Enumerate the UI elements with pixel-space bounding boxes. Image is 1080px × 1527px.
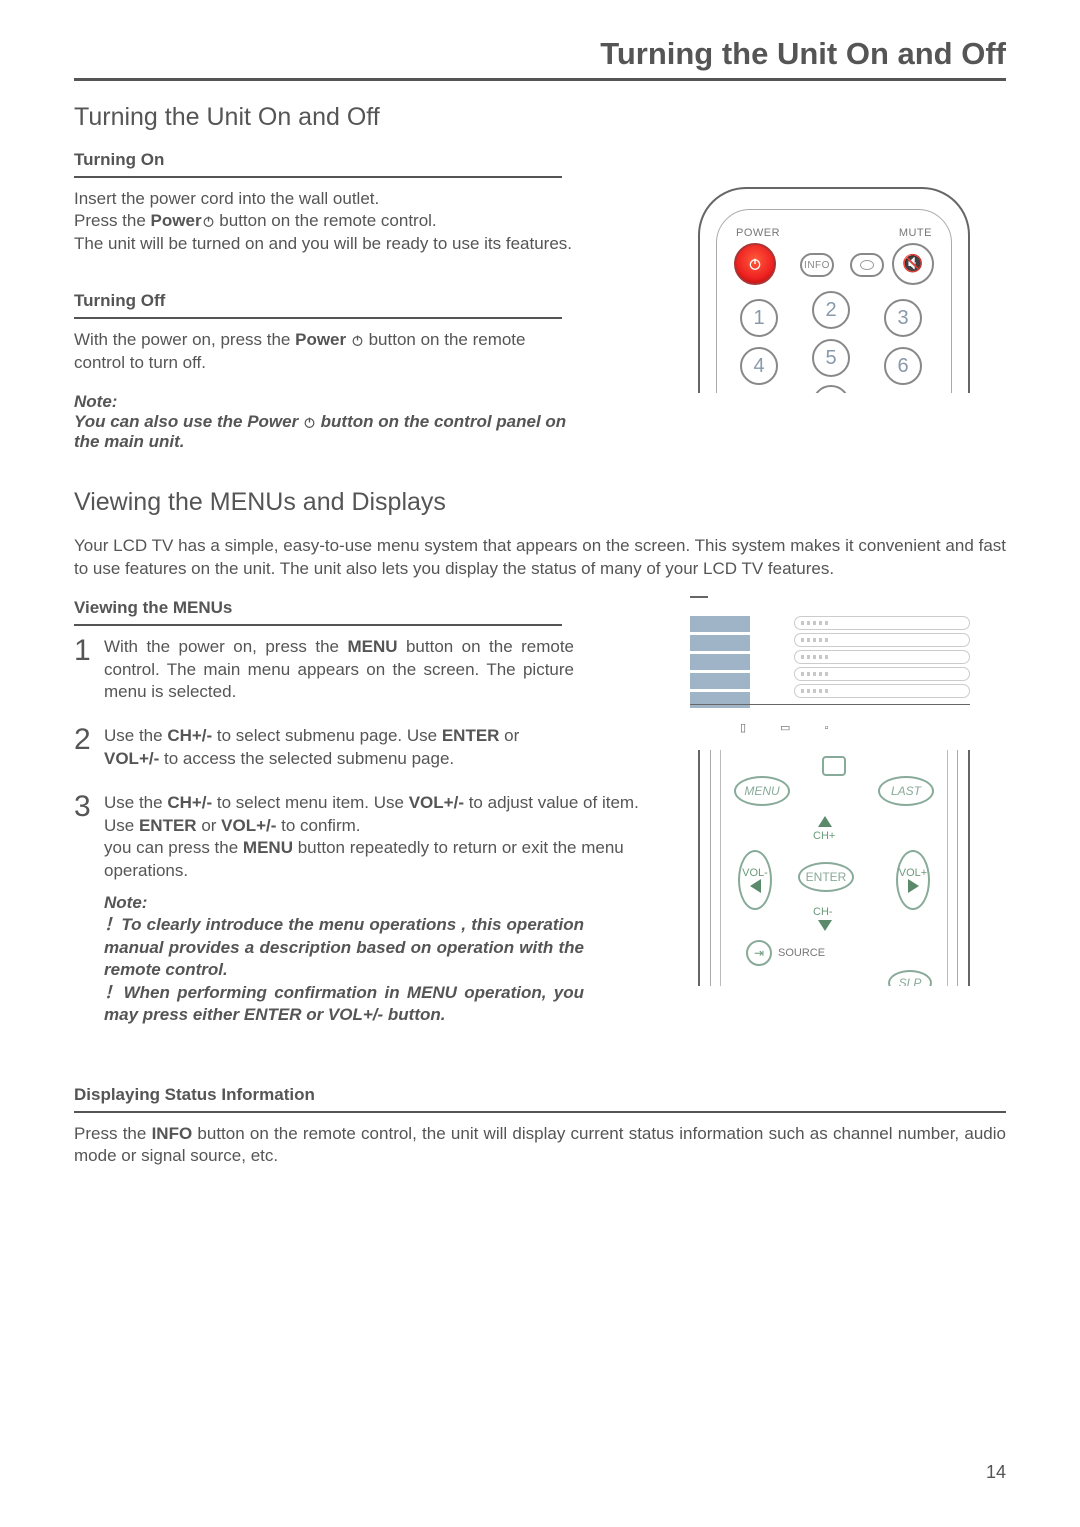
note-label: Note:: [74, 392, 574, 412]
turning-on-l3: The unit will be turned on and you will …: [74, 233, 574, 255]
turning-on-sub: Turning On: [74, 150, 574, 170]
rule: [74, 1111, 1006, 1113]
turning-on-l1: Insert the power cord into the wall outl…: [74, 188, 574, 210]
num-3: 3: [884, 299, 922, 337]
menu-nav-icons: ▯▭▫: [740, 721, 862, 734]
mute-icon: 🔇: [902, 254, 923, 274]
turning-off-block: Turning Off With the power on, press the…: [74, 291, 574, 374]
chplus-label: CH+: [813, 830, 835, 842]
down-icon: [818, 920, 832, 931]
power-icon: [303, 416, 316, 429]
step-2: 2 Use the CH+/- to select submenu page. …: [74, 725, 634, 770]
step-1: 1 With the power on, press the MENU butt…: [74, 636, 634, 703]
turning-note: Note: You can also use the Power button …: [74, 392, 574, 452]
power-icon: [202, 215, 215, 228]
volplus-button: VOL+: [896, 850, 930, 910]
page-number: 14: [986, 1462, 1006, 1483]
num-2: 2: [812, 291, 850, 329]
left-icon: [750, 879, 761, 893]
num-5: 5: [812, 339, 850, 377]
remote-nav-illustration: MENU LAST CH+ VOL- ENTER VOL+ CH- ⇥ SOUR…: [698, 750, 970, 990]
turning-on-block: Turning On Insert the power cord into th…: [74, 150, 574, 255]
chminus-label: CH-: [813, 906, 833, 918]
rule: [74, 176, 562, 178]
rule: [74, 624, 562, 626]
menu-button: MENU: [734, 776, 790, 806]
section-heading-menus: Viewing the MENUs and Displays: [74, 488, 1006, 517]
up-icon: [818, 816, 832, 827]
step-number: 1: [74, 636, 94, 703]
step-number: 2: [74, 725, 94, 770]
source-label: SOURCE: [778, 947, 825, 959]
enter-button: ENTER: [798, 862, 854, 892]
source-icon: ⇥: [754, 946, 764, 960]
display-status-sub: Displaying Status Information: [74, 1085, 1006, 1105]
turning-off-sub: Turning Off: [74, 291, 574, 311]
blank-button: [850, 253, 884, 277]
note-body: You can also use the Power button on the…: [74, 412, 574, 452]
info-button: INFO: [800, 253, 834, 277]
note-label: Note:: [104, 892, 654, 914]
menus-intro: Your LCD TV has a simple, easy-to-use me…: [74, 535, 1006, 580]
num-6: 6: [884, 347, 922, 385]
section-heading-turning: Turning the Unit On and Off: [74, 103, 1006, 132]
volminus-button: VOL-: [738, 850, 772, 910]
step-3: 3 Use the CH+/- to select menu item. Use…: [74, 792, 654, 1026]
page-header: Turning the Unit On and Off: [74, 36, 1006, 81]
header-title: Turning the Unit On and Off: [74, 36, 1006, 72]
power-label: POWER: [736, 227, 780, 239]
manual-page: Turning the Unit On and Off Turning the …: [0, 0, 1080, 1527]
turning-off-l1: With the power on, press the Power butto…: [74, 329, 574, 374]
num-4: 4: [740, 347, 778, 385]
turning-on-l2: Press the Power button on the remote con…: [74, 210, 574, 232]
power-button: [734, 243, 776, 285]
num-1: 1: [740, 299, 778, 337]
aspect-icon: [822, 756, 846, 776]
note-body: ！To clearly introduce the menu operation…: [104, 914, 584, 1026]
rule: [74, 317, 562, 319]
remote-top-illustration: POWER MUTE INFO 🔇 1 2 3 4 5 6 8: [698, 187, 970, 397]
right-icon: [908, 879, 919, 893]
menu-screenshot: ▯▭▫: [690, 592, 970, 732]
step-number: 3: [74, 792, 94, 1026]
power-icon: [351, 334, 364, 347]
source-button: ⇥: [746, 940, 772, 966]
display-status-body: Press the INFO button on the remote cont…: [74, 1123, 1006, 1168]
mute-button: 🔇: [892, 243, 934, 285]
mute-label: MUTE: [899, 227, 932, 239]
last-button: LAST: [878, 776, 934, 806]
